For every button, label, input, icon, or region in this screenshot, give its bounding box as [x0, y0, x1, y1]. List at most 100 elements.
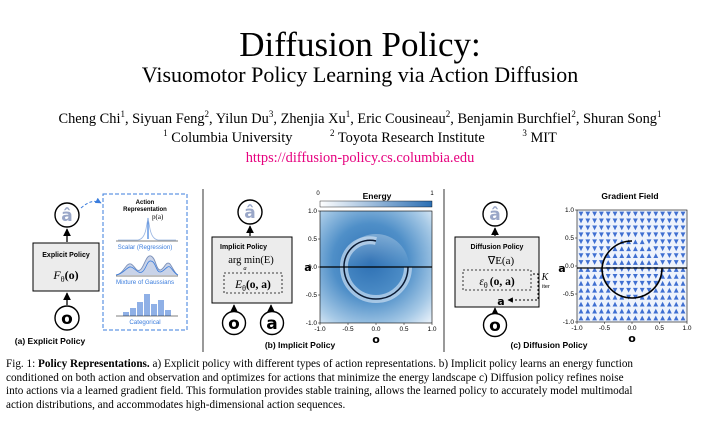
figure-policy-representations: â Explicit Policy Fθ(o) o (a) Explicit P…	[15, 189, 692, 352]
gradient-arrow	[673, 315, 679, 321]
gradient-arrow	[633, 253, 638, 258]
argmin-formula: arg min(E)	[228, 255, 274, 266]
output-symbol: â	[489, 205, 500, 225]
x-tick-label: 0.5	[399, 326, 408, 333]
gradient-arrow	[578, 253, 584, 258]
gradient-arrow	[667, 315, 672, 321]
gradient-arrow	[605, 225, 611, 231]
panel-caption: (a) Explicit Policy	[15, 336, 86, 346]
gradient-arrow	[626, 308, 631, 314]
x-tick-label: -0.5	[342, 326, 354, 333]
gradient-arrow	[578, 225, 584, 231]
gradient-arrow	[592, 294, 597, 300]
dashed-link-arrow	[80, 197, 102, 209]
gradient-arrow	[673, 267, 679, 272]
box-title: Diffusion Policy	[471, 244, 524, 251]
output-symbol: â	[61, 206, 72, 226]
gradient-arrow	[605, 218, 611, 224]
axis-label-y: a	[558, 262, 565, 275]
project-url-link[interactable]: https://diffusion-policy.cs.columbia.edu	[245, 150, 475, 166]
gradient-arrow	[680, 315, 686, 321]
gradient-arrow	[626, 301, 631, 307]
gradient-arrow	[578, 246, 584, 252]
gradient-arrow	[646, 239, 652, 245]
gradient-arrow	[585, 301, 591, 307]
gradient-arrow	[646, 315, 652, 321]
gradient-arrow	[660, 218, 665, 224]
gradient-arrow	[612, 308, 618, 314]
gradient-arrow	[633, 232, 638, 238]
gradient-arrow	[639, 315, 645, 321]
gradient-arrow	[578, 232, 584, 238]
input-node	[54, 305, 80, 331]
rep-label: Scalar (Regression)	[118, 244, 173, 251]
author: Eric Cousineau2	[357, 109, 451, 128]
gradient-arrow	[578, 274, 584, 279]
panel-explicit-policy: â Explicit Policy Fθ(o) o (a) Explicit P…	[15, 193, 188, 346]
gradient-arrow	[585, 294, 591, 300]
gradient-arrow	[599, 232, 604, 238]
rep-label: Mixture of Gaussians	[116, 279, 174, 286]
gradient-arrow	[605, 308, 611, 314]
energy-formula: Eθ(o, a)	[234, 279, 271, 293]
gradient-arrow	[626, 225, 631, 231]
output-node	[482, 201, 508, 227]
gradient-arrow	[680, 280, 686, 286]
gradient-arrow	[578, 308, 584, 314]
gradient-arrow	[619, 260, 625, 265]
gradient-arrow	[599, 246, 604, 252]
x-tick-label: 1.0	[682, 325, 691, 332]
gradient-arrow	[633, 301, 638, 307]
gradient-arrow	[660, 315, 665, 321]
scalar-curve	[118, 217, 176, 241]
input-symbol: o	[228, 314, 240, 334]
gradient-arrow	[653, 294, 659, 300]
y-tick-label: -1.0	[563, 319, 575, 326]
x-tick-label: -1.0	[571, 325, 583, 332]
y-tick-label: 0.0	[565, 263, 574, 270]
gradient-arrow	[660, 274, 665, 279]
gradient-arrow	[653, 218, 659, 224]
gradient-arrow	[646, 232, 652, 238]
panel-caption: (b) Implicit Policy	[265, 340, 336, 350]
x-tick-label: 0.5	[655, 325, 664, 332]
gradient-arrow	[653, 274, 659, 279]
gradient-arrow	[605, 253, 611, 258]
gradient-arrow	[660, 225, 665, 231]
input-node	[482, 312, 508, 338]
box-title: Explicit Policy	[42, 252, 90, 259]
gradient-arrow	[667, 267, 672, 272]
paper-subtitle: Visuomotor Policy Learning via Action Di…	[141, 62, 579, 87]
gradient-arrow	[633, 315, 638, 321]
paper-title: Diffusion Policy:	[239, 25, 481, 64]
y-tick-label: 0.5	[565, 235, 574, 242]
gradient-arrow	[633, 246, 638, 252]
gradient-arrow	[673, 246, 679, 252]
gradient-arrow	[592, 260, 597, 265]
gradient-arrow	[605, 294, 611, 300]
author: Zhenjia Xu1	[280, 109, 351, 128]
output-symbol: â	[244, 203, 255, 223]
gradient-arrow	[639, 211, 645, 217]
affiliation-list: 1 Columbia University 2 Toyota Research …	[0, 129, 720, 147]
gradient-arrow	[646, 225, 652, 231]
iteration-loop	[512, 273, 539, 301]
caption-line: action distributions, and accommodates h…	[6, 399, 346, 412]
gradient-arrow	[599, 280, 604, 286]
gradient-arrow	[653, 211, 659, 217]
gradient-arrow	[626, 315, 631, 321]
gradient-arrow	[612, 253, 618, 258]
gradient-arrow	[599, 211, 604, 217]
gradient-arrows	[578, 211, 686, 321]
implicit-policy-box	[211, 236, 293, 304]
gradient-arrow	[578, 280, 584, 286]
gradient-arrow	[667, 225, 672, 231]
gradient-arrow	[673, 308, 679, 314]
author: Yilun Du3	[215, 109, 274, 128]
argmin-subscript: a	[243, 265, 246, 272]
categorical-bars	[123, 294, 171, 316]
gradient-arrow	[660, 280, 665, 286]
gradient-arrow	[578, 239, 584, 245]
gradient-arrow	[612, 287, 618, 293]
